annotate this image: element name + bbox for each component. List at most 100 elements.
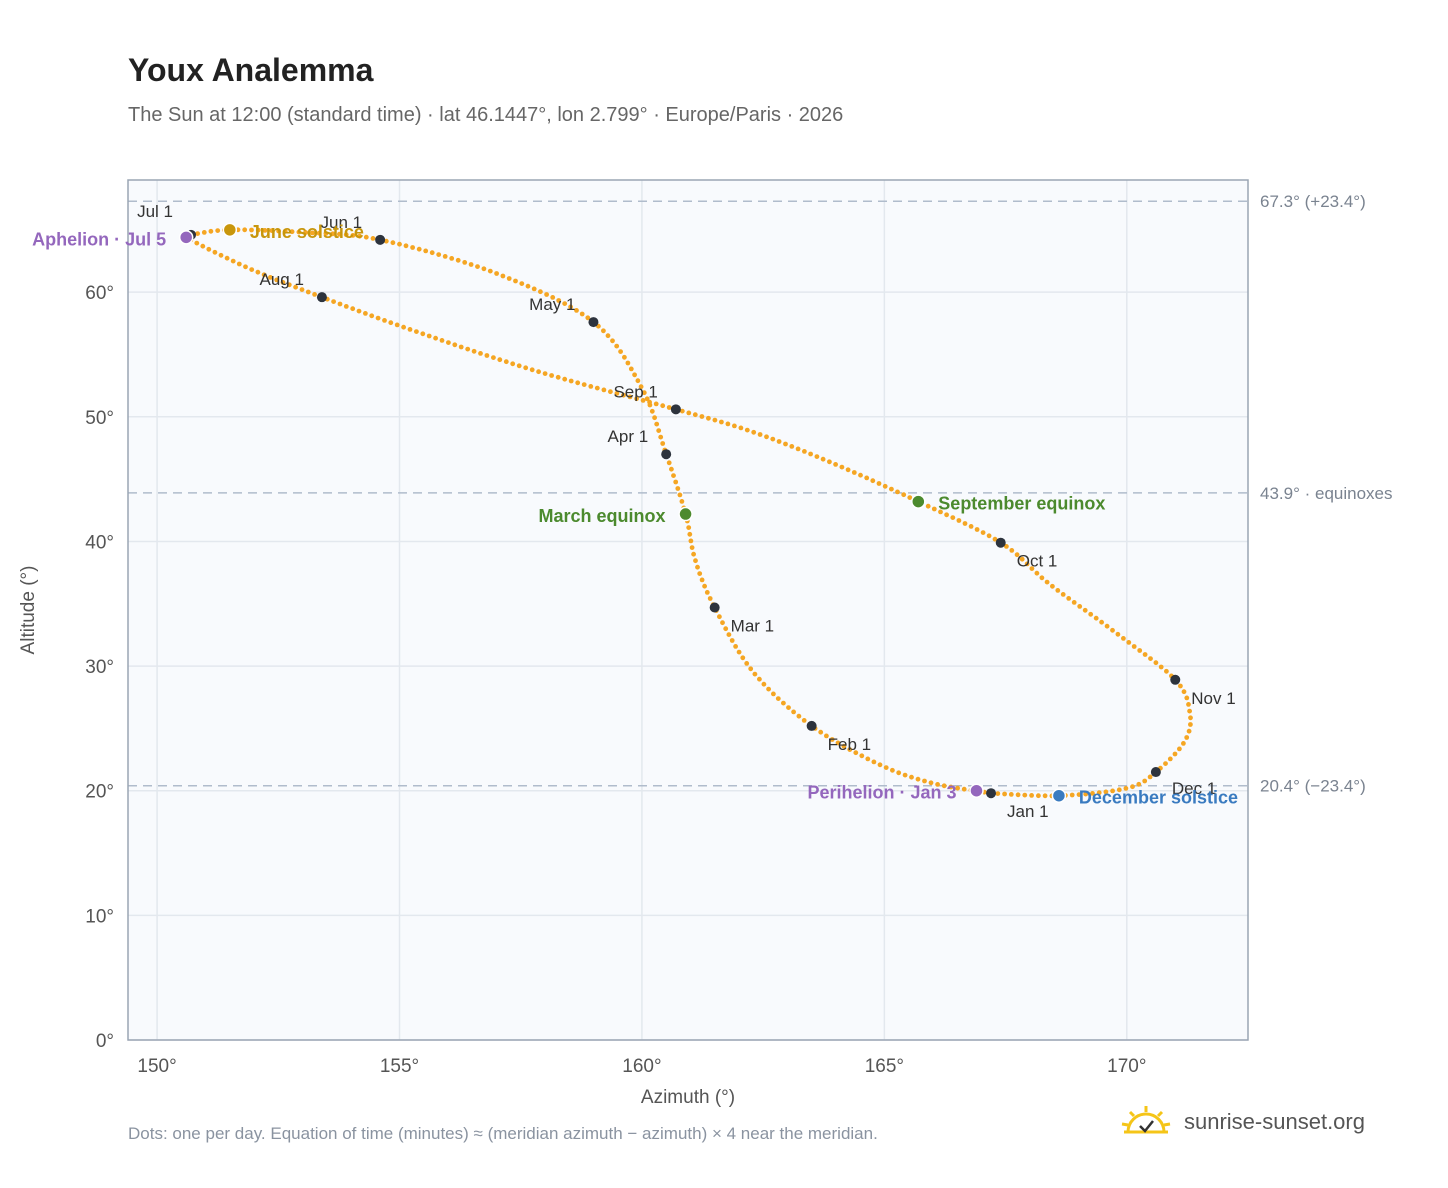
reference-line-label: 43.9° · equinoxes — [1260, 484, 1393, 503]
daily-dot — [1130, 784, 1135, 790]
daily-dot — [818, 729, 824, 735]
daily-dot — [529, 367, 535, 373]
month-marker-dot — [986, 788, 997, 799]
daily-dot — [644, 396, 650, 402]
daily-dot — [286, 282, 292, 288]
daily-dot — [679, 408, 685, 414]
brand[interactable]: sunrise-sunset.org — [1120, 1104, 1365, 1140]
daily-dot — [536, 369, 541, 375]
daily-dot — [786, 705, 791, 710]
event-marker-label: March equinox — [539, 506, 666, 526]
daily-dot — [1172, 751, 1178, 757]
daily-dot — [446, 340, 451, 345]
daily-dot — [414, 329, 419, 334]
daily-dot — [280, 280, 286, 285]
daily-dot — [497, 357, 503, 363]
daily-dot — [462, 260, 468, 265]
daily-dot — [1103, 789, 1109, 795]
month-marker-dot — [806, 720, 817, 731]
daily-dot — [641, 390, 647, 396]
daily-dot — [1077, 604, 1083, 609]
daily-dot — [686, 410, 692, 416]
daily-dot — [948, 784, 954, 790]
daily-dot — [699, 414, 705, 419]
month-marker-label: Oct 1 — [1017, 552, 1058, 571]
daily-dot — [835, 740, 841, 746]
daily-dot — [224, 255, 230, 261]
event-marker-dot — [1051, 788, 1067, 803]
y-tick-label: 10° — [85, 906, 114, 927]
daily-dot — [585, 315, 591, 321]
daily-dot — [601, 387, 607, 393]
daily-dot — [1015, 792, 1021, 798]
daily-dot — [776, 439, 782, 444]
daily-dot — [744, 661, 750, 666]
daily-dot — [1104, 623, 1110, 629]
daily-dot — [627, 394, 633, 400]
daily-dot — [692, 412, 698, 418]
daily-dot — [481, 266, 487, 272]
daily-dot — [744, 427, 750, 433]
footnote: Dots: one per day. Equation of time (min… — [128, 1124, 878, 1143]
daily-dot — [455, 257, 461, 263]
month-marker-label: Jan 1 — [1007, 802, 1049, 821]
daily-dot — [1184, 735, 1190, 740]
daily-dot — [902, 772, 908, 778]
month-markers: Jan 1 Feb 1 Mar 1 Apr 1 May 1 Jun 1 Jul 1 Aug 1… — [137, 202, 1236, 821]
daily-dot — [1184, 695, 1190, 701]
daily-dot — [249, 227, 254, 233]
daily-dot — [1090, 791, 1095, 796]
sun-logo-icon — [1121, 1106, 1171, 1134]
daily-dot — [195, 231, 201, 237]
daily-dot — [1126, 640, 1132, 645]
daily-dot — [337, 231, 342, 237]
daily-dot — [407, 327, 413, 332]
daily-dot — [568, 304, 573, 310]
y-tick-label: 20° — [85, 782, 114, 803]
daily-dot — [1044, 579, 1050, 585]
daily-dot — [950, 515, 956, 520]
daily-dot — [397, 241, 402, 247]
daily-dot — [1116, 787, 1122, 793]
daily-dot — [206, 246, 212, 252]
daily-dot — [865, 756, 871, 762]
daily-dot — [802, 449, 807, 454]
daily-dot — [269, 228, 275, 234]
daily-dot — [363, 311, 368, 316]
daily-dot — [675, 486, 681, 491]
daily-dot — [401, 324, 406, 330]
daily-dot — [647, 402, 653, 408]
daily-dots — [181, 227, 1193, 799]
daily-dot — [610, 338, 615, 344]
daily-dot — [439, 338, 445, 343]
daily-dot — [666, 405, 672, 410]
daily-dot — [510, 361, 516, 367]
daily-dot — [877, 762, 883, 768]
daily-dot — [433, 335, 438, 341]
daily-dot — [689, 545, 695, 550]
daily-dot — [1019, 556, 1025, 562]
event-marker-dot — [178, 230, 194, 245]
daily-dot — [236, 261, 242, 267]
daily-dot — [581, 382, 587, 387]
daily-dot — [230, 258, 236, 264]
daily-dot — [1178, 683, 1183, 689]
event-marker-dot — [911, 494, 926, 509]
daily-dot — [895, 489, 900, 495]
month-marker-label: Jun 1 — [321, 213, 363, 232]
daily-dot — [1121, 636, 1126, 641]
daily-dot — [555, 374, 561, 380]
daily-dot — [1123, 786, 1129, 791]
daily-dot — [255, 227, 261, 233]
daily-dot — [614, 343, 620, 349]
y-tick-label: 40° — [85, 532, 114, 553]
daily-dot — [363, 234, 369, 240]
daily-dot — [671, 473, 676, 478]
daily-dot — [242, 227, 248, 233]
daily-dot — [293, 284, 298, 290]
daily-dot — [614, 391, 620, 396]
daily-dot — [1163, 761, 1168, 766]
daily-dot — [733, 644, 738, 649]
event-marker-dot — [969, 783, 984, 798]
daily-dot — [1082, 607, 1088, 613]
